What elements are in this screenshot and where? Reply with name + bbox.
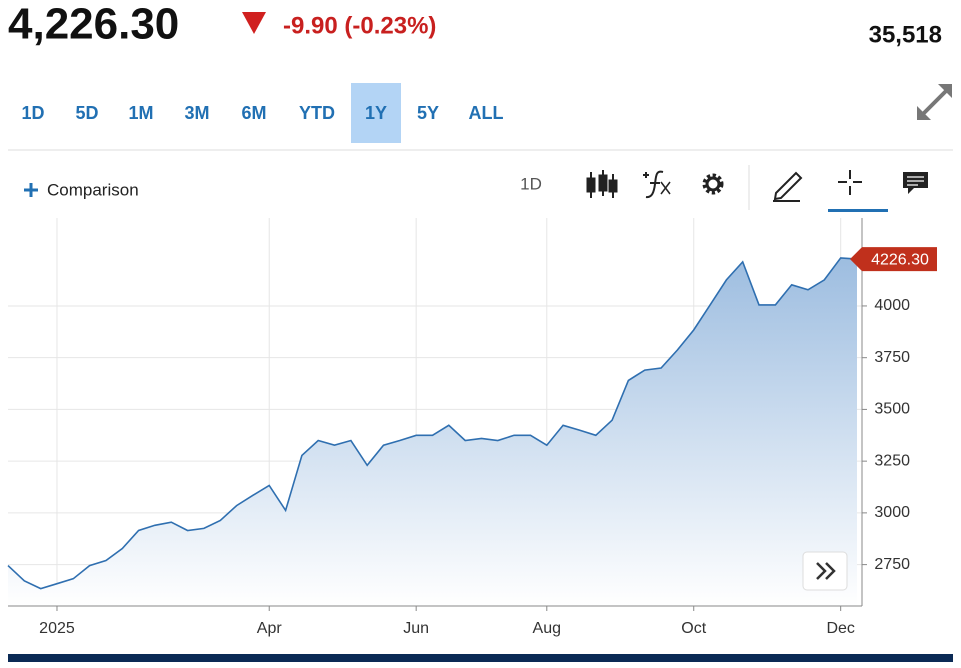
area [8,257,857,606]
volume: 35,518 [869,21,942,48]
scroll-button[interactable] [802,551,848,591]
footer-bar [8,654,953,662]
draw-icon[interactable] [773,171,803,202]
y-tick-label: 3500 [874,401,910,418]
price: 4,226.30 [8,0,179,49]
comparison-button[interactable]: Comparison [24,180,139,199]
plot: 2750 3000 3250 3500 3750 4000 2025 Apr Jun Aug Oct… [7,218,937,637]
range-selected [351,83,401,143]
comparison-label: Comparison [47,180,139,199]
range-bar: 1D 5D 1M 3M 6M YTD 1Y 5Y ALL [21,83,504,143]
fx-icon[interactable] [643,170,671,199]
crosshair-icon[interactable] [828,170,888,212]
x-tick-label: Dec [826,620,854,637]
range-button[interactable]: 5Y [417,103,439,123]
x-tick-label: Oct [681,620,706,637]
price-tag [850,247,937,272]
range-button[interactable]: YTD [299,103,335,123]
candle-icon[interactable] [586,170,618,198]
y-tick-label: 3750 [874,349,910,366]
x-tick-label: Aug [533,620,561,637]
range-button[interactable]: 1Y [365,103,387,123]
expand-icon[interactable] [917,84,952,120]
range-button[interactable]: ALL [469,103,504,123]
range-button[interactable]: 6M [241,103,266,123]
range-button[interactable]: 5D [75,103,98,123]
change: -9.90 (-0.23%) [283,12,436,39]
range-button[interactable]: 3M [184,103,209,123]
y-tick-label: 4000 [874,297,910,314]
line [7,257,858,590]
interval[interactable]: 1D [520,174,542,193]
x-tick-label: Jun [403,620,429,637]
down-arrow [242,12,266,34]
price-tag-label: 4226.30 [871,251,929,268]
y-tick-label: 2750 [874,556,910,573]
y-tick-label: 3000 [874,504,910,521]
range-button[interactable]: 1D [21,103,44,123]
settings-icon[interactable] [702,173,724,195]
comment-icon[interactable] [903,172,928,194]
x-tick-label: 2025 [39,620,75,637]
x-tick-label: Apr [257,620,283,637]
range-button[interactable]: 1M [128,103,153,123]
y-tick-label: 3250 [874,452,910,469]
